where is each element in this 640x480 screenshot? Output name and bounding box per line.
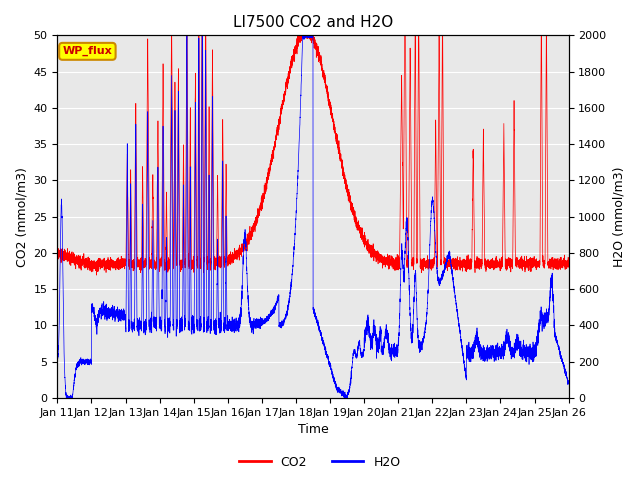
- Title: LI7500 CO2 and H2O: LI7500 CO2 and H2O: [233, 15, 393, 30]
- Y-axis label: H2O (mmol/m3): H2O (mmol/m3): [612, 167, 625, 267]
- X-axis label: Time: Time: [298, 423, 328, 436]
- Legend: CO2, H2O: CO2, H2O: [234, 451, 406, 474]
- Text: WP_flux: WP_flux: [63, 46, 112, 57]
- Y-axis label: CO2 (mmol/m3): CO2 (mmol/m3): [15, 167, 28, 266]
